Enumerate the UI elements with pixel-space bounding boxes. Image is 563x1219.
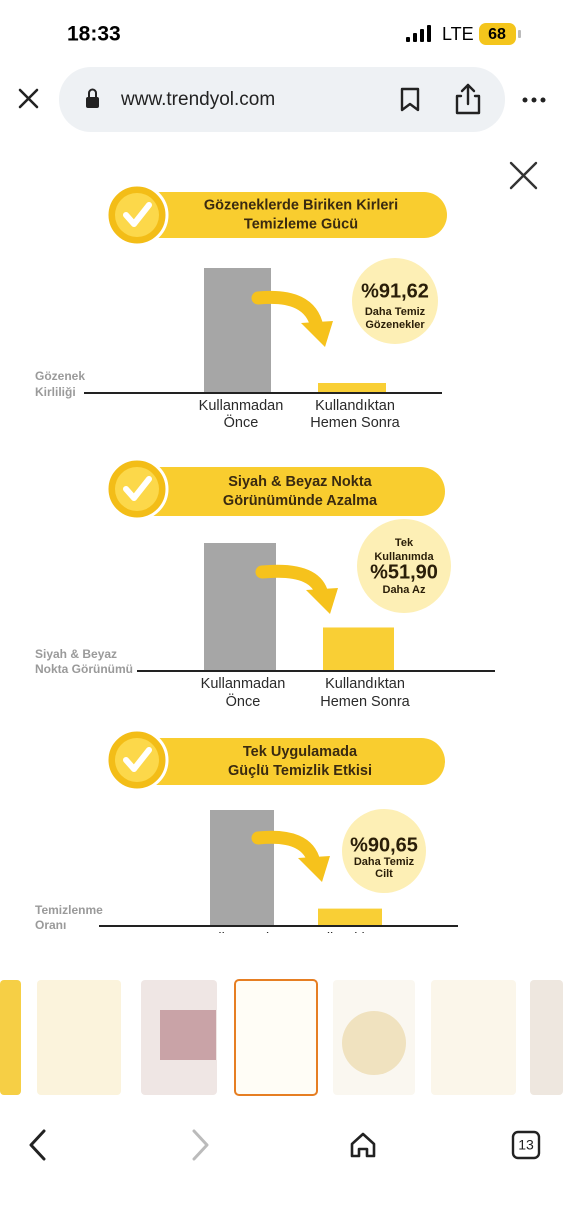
- callout-text: Cilt: [375, 868, 393, 880]
- menu-button[interactable]: [522, 97, 546, 103]
- arrow: [251, 830, 321, 869]
- check-mark: [123, 747, 152, 772]
- chart-title: Siyah & Beyaz Nokta: [228, 474, 372, 490]
- category-label: Hemen Sonra: [310, 415, 400, 431]
- category-label: Kullanmadan: [199, 398, 284, 414]
- category-label: Kullanmadan: [201, 676, 286, 692]
- thumbnail[interactable]: [37, 980, 121, 1095]
- callout-text: Tek: [395, 537, 414, 549]
- check-mark: [123, 202, 152, 227]
- chart-title: Tek Uygulamada: [243, 744, 358, 760]
- bar: [204, 268, 271, 393]
- arrow-head: [306, 588, 338, 614]
- category-label: Kullandıktan: [325, 676, 405, 692]
- callout-text: %90,65: [350, 834, 418, 856]
- callout-text: Gözenekler: [365, 319, 425, 331]
- thumbnail[interactable]: [0, 980, 21, 1095]
- tab-count: 13: [518, 1137, 534, 1153]
- callout-text: Kullanımda: [374, 551, 434, 563]
- axis-label: Gözenek: [35, 369, 85, 383]
- category-label: Kullandıktan: [315, 398, 395, 414]
- thumbnail[interactable]: [431, 980, 516, 1095]
- bar: [323, 627, 394, 671]
- status-time: 18:33: [67, 23, 121, 46]
- chart-title: Güçlü Temizlik Etkisi: [228, 763, 372, 779]
- infographic: Gözeneklerde Biriken Kirleri Temizleme Gü…: [35, 183, 495, 964]
- close-tab-button[interactable]: [18, 88, 39, 109]
- category-label: Önce: [226, 946, 261, 964]
- category-label: Kullanmadan: [201, 931, 286, 947]
- thumbnail-detail: [160, 1010, 216, 1060]
- status-network: LTE: [442, 24, 474, 44]
- share-button[interactable]: [455, 83, 481, 115]
- signal-icon: [406, 25, 431, 42]
- category-label: Hemen Sonra: [320, 694, 410, 710]
- back-button[interactable]: [29, 1129, 46, 1161]
- axis-label: Temizlenme: [35, 903, 103, 917]
- arrow-head: [298, 856, 330, 882]
- category-label: Hemen Sonra: [304, 948, 394, 964]
- chart-panel: Siyah & Beyaz Nokta Görünümünde Azalma Siy…: [35, 457, 495, 710]
- title-banner: [125, 192, 447, 238]
- title-banner: [125, 738, 445, 785]
- axis-label: Kirliliği: [35, 385, 76, 399]
- tabs-button[interactable]: [511, 1130, 541, 1160]
- check-badge-inner: [115, 738, 159, 782]
- check-badge-inner: [115, 193, 159, 237]
- arrow-head: [301, 321, 333, 347]
- category-label: Önce: [224, 413, 259, 431]
- callout-text: %51,90: [370, 561, 438, 583]
- title-banner: [125, 467, 445, 516]
- battery-level: 68: [488, 26, 506, 43]
- chart-panel: Gözeneklerde Biriken Kirleri Temizleme Gü…: [35, 183, 447, 431]
- close-image-button[interactable]: [509, 161, 538, 190]
- url-text[interactable]: www.trendyol.com: [120, 89, 275, 110]
- thumbnail-strip: [0, 979, 563, 1096]
- url-bar[interactable]: [59, 67, 505, 132]
- axis-label: Oranı: [35, 918, 66, 932]
- callout-text: Daha Temiz: [365, 306, 426, 318]
- bookmark-button[interactable]: [400, 87, 420, 112]
- callout-bubble: [342, 809, 426, 893]
- bar: [318, 908, 382, 926]
- axis-label: Siyah & Beyaz: [35, 647, 117, 661]
- lock-icon: [86, 88, 99, 108]
- category-label: Kullandıktan: [309, 931, 389, 947]
- battery-body: [479, 23, 516, 45]
- callout-text: Daha Temiz: [354, 856, 415, 868]
- bar: [318, 383, 386, 393]
- chart-panel: Tek Uygulamada Güçlü Temizlik Etkisi Temiz…: [35, 728, 458, 964]
- thumbnail-detail: [342, 1011, 406, 1075]
- bar: [204, 543, 276, 671]
- callout-text: %91,62: [361, 280, 429, 302]
- callout-bubble: [352, 258, 438, 344]
- arrow: [251, 290, 324, 334]
- callout-text: Daha Az: [383, 584, 426, 596]
- axis-label: Nokta Görünümü: [35, 662, 133, 676]
- chart-title: Görünümünde Azalma: [223, 493, 378, 509]
- chart-title: Temizleme Gücü: [244, 216, 358, 232]
- home-button[interactable]: [350, 1132, 376, 1158]
- battery-tip: [518, 30, 521, 38]
- callout-bubble: [357, 519, 451, 613]
- category-label: Önce: [226, 692, 261, 710]
- chart-title: Gözeneklerde Biriken Kirleri: [204, 197, 398, 213]
- thumbnail[interactable]: [530, 980, 563, 1095]
- check-mark: [123, 476, 152, 501]
- bar: [210, 810, 274, 926]
- thumbnail-selected[interactable]: [234, 979, 318, 1096]
- forward-button[interactable]: [192, 1129, 209, 1161]
- check-badge-inner: [115, 467, 159, 511]
